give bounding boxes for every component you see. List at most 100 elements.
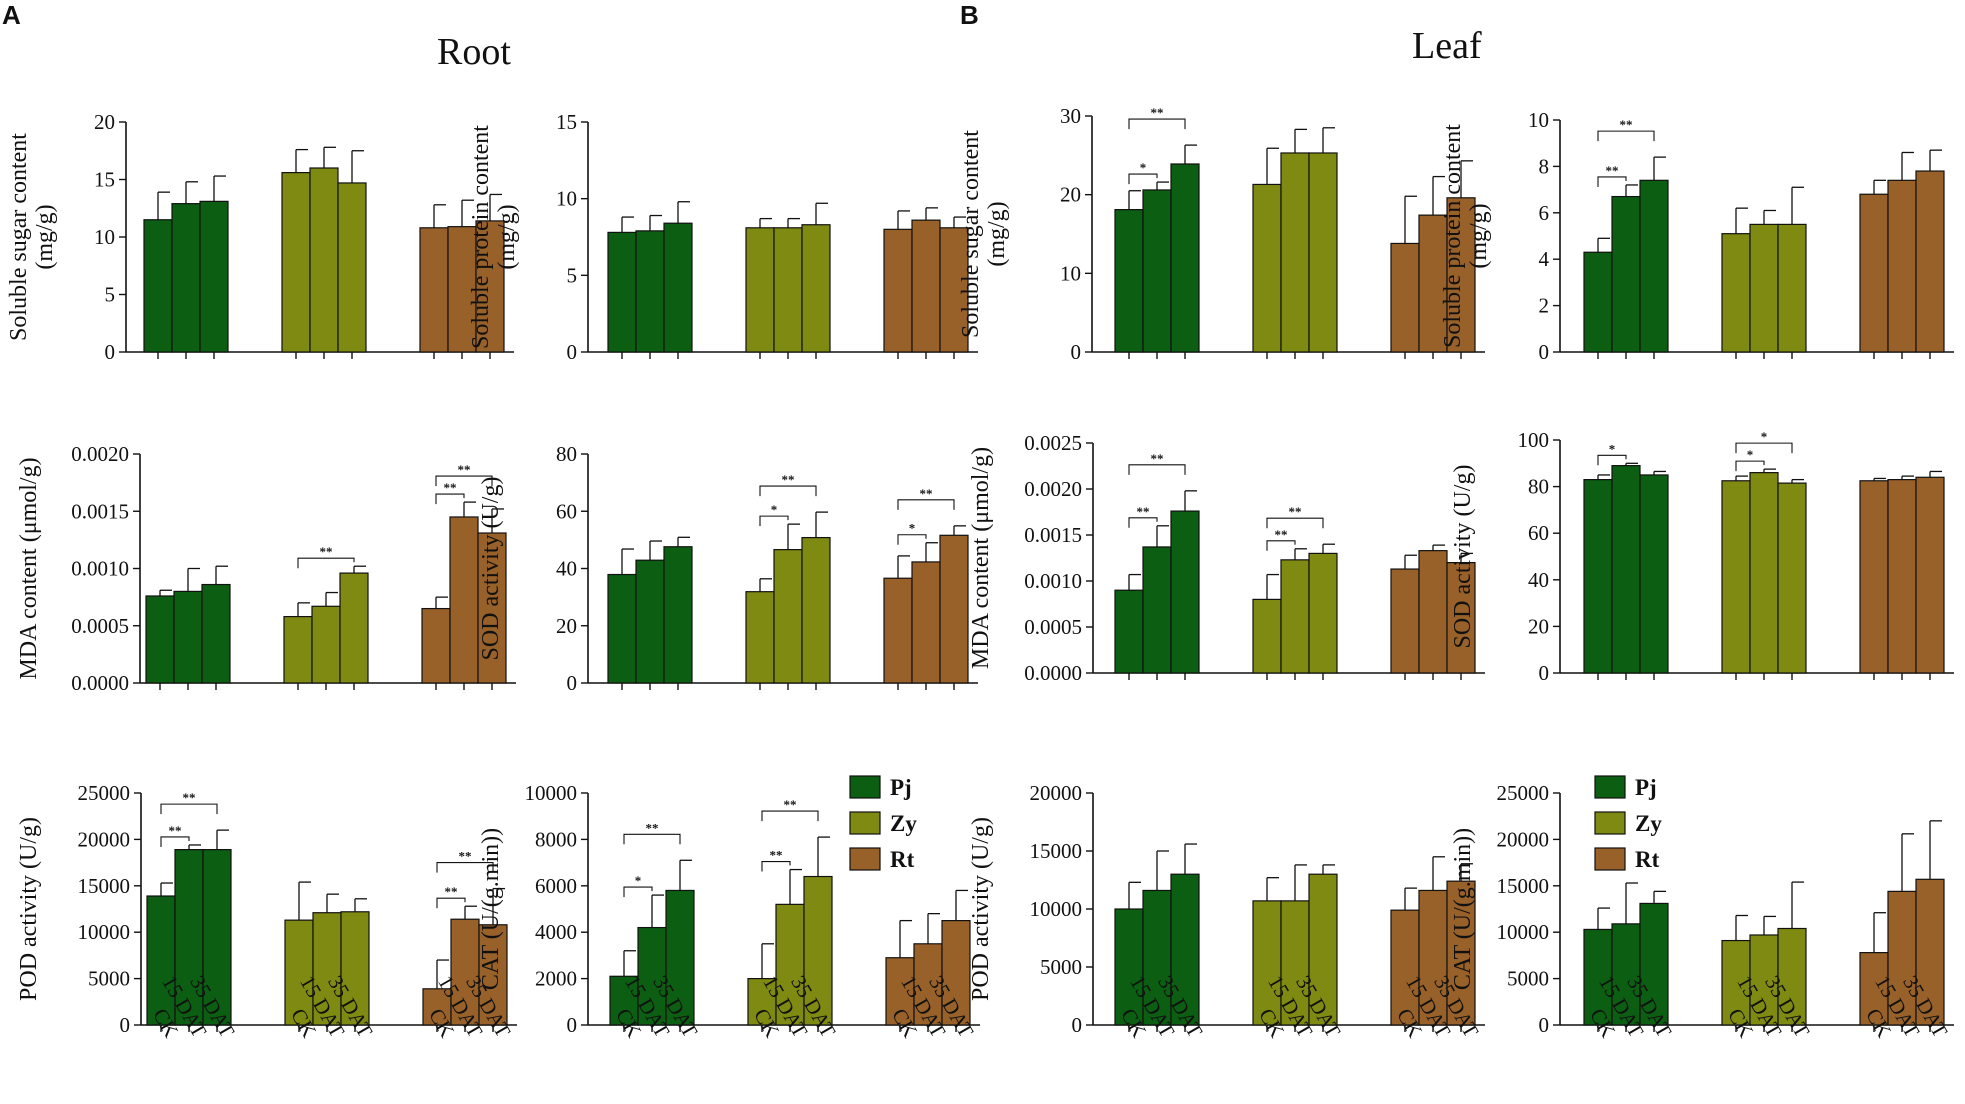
bar-Rt-1 (449, 516, 479, 684)
bar-Pj-2 (665, 889, 695, 1026)
y-tick-label: 10000 (525, 781, 578, 805)
y-tick-label: 5000 (1040, 955, 1082, 979)
bar-Zy-1 (309, 167, 339, 353)
bar-Zy-2 (1308, 152, 1338, 353)
bar-Rt-2 (941, 919, 971, 1026)
y-tick-label: 20 (1528, 614, 1549, 638)
bar-Rt-2 (478, 924, 508, 1026)
bar-Pj-2 (1170, 873, 1200, 1026)
y-tick-label: 0 (1072, 1013, 1083, 1037)
y-tick-label: 15000 (1497, 874, 1550, 898)
y-tick-label: 20000 (78, 827, 131, 851)
y-axis-label: Soluble protein content (468, 125, 494, 349)
significance-mark: ** (1151, 451, 1164, 466)
panel-b-letter: B (960, 0, 979, 30)
bar-Rt-1 (913, 943, 943, 1026)
y-tick-label: 0.0010 (1024, 569, 1082, 593)
bar-Rt-0 (422, 988, 452, 1026)
bar-Pj-2 (663, 222, 693, 353)
y-tick-label: 0 (1071, 340, 1082, 364)
significance-mark: * (1761, 429, 1768, 444)
significance-mark: ** (183, 790, 196, 805)
bar-Zy-2 (803, 875, 833, 1026)
bar-Zy-1 (1280, 559, 1310, 674)
y-tick-label: 0.0005 (71, 614, 129, 638)
y-axis-label: POD activity (U/g) (968, 817, 994, 1001)
significance-mark: ** (445, 884, 458, 899)
significance-bracket (435, 475, 493, 487)
root-section-title: Root (437, 31, 511, 73)
y-tick-label: 15000 (1030, 839, 1083, 863)
y-axis-label: Soluble sugar content (958, 130, 984, 338)
bar-Pj-1 (1611, 465, 1641, 674)
significance-mark: ** (770, 848, 783, 863)
y-tick-label: 0.0005 (1024, 615, 1082, 639)
y-tick-label: 100 (1518, 428, 1550, 452)
bar-Pj-2 (1639, 179, 1669, 353)
significance-bracket (1128, 173, 1158, 185)
significance-bracket (1735, 442, 1793, 454)
bar-Rt-1 (1418, 550, 1448, 674)
y-tick-label: 20000 (1497, 827, 1550, 851)
y-tick-label: 25000 (78, 781, 131, 805)
chart-root-protein: 0 5 10 15 Soluble protein content (mg/g) (468, 110, 978, 364)
y-tick-label: 40 (556, 557, 577, 581)
significance-mark: * (635, 873, 642, 888)
bar-Rt-0 (421, 607, 451, 684)
bar-Rt-0 (1390, 568, 1420, 674)
bar-Zy-2 (1308, 552, 1338, 674)
bar-Zy-2 (1308, 873, 1338, 1026)
bar-Rt-2 (1446, 561, 1476, 674)
significance-mark: ** (1289, 504, 1302, 519)
significance-bracket (759, 485, 817, 497)
bar-Pj-2 (199, 200, 229, 353)
significance-bracket (761, 810, 819, 822)
y-axis-label: MDA content (μmol/g) (968, 447, 994, 669)
y-tick-label: 0.0010 (71, 557, 129, 581)
significance-mark: * (1140, 160, 1147, 175)
bar-Zy-1 (773, 549, 803, 684)
chart-leaf-protein: 0 2 4 6 8 10 Soluble protein content (mg/g) ** ** (1440, 108, 1954, 364)
bar-Pj-1 (1142, 546, 1172, 674)
bar-Rt-2 (1915, 878, 1945, 1026)
legend-label-Zy: Zy (890, 811, 917, 836)
bar-Rt-2 (1915, 476, 1945, 674)
y-axis-label: (mg/g) (1466, 203, 1492, 268)
bar-Zy-2 (337, 182, 367, 353)
significance-mark: ** (1151, 105, 1164, 120)
y-tick-label: 10000 (1030, 897, 1083, 921)
y-tick-label: 15000 (78, 874, 131, 898)
y-tick-label: 0.0015 (71, 499, 129, 523)
bar-Pj-2 (1170, 163, 1200, 353)
bar-Pj-1 (1611, 195, 1641, 353)
y-tick-label: 5 (567, 263, 578, 287)
y-tick-label: 5 (105, 283, 116, 307)
y-axis-label: (mg/g) (984, 201, 1010, 266)
bar-Pj-1 (174, 849, 204, 1026)
bar-Zy-0 (1252, 598, 1282, 674)
y-tick-label: 5000 (88, 967, 130, 991)
bar-Zy-2 (1777, 927, 1807, 1026)
bar-Pj-1 (637, 926, 667, 1026)
bar-Zy-2 (801, 536, 831, 684)
legend-label-Pj: Pj (890, 775, 912, 800)
y-tick-label: 4 (1539, 247, 1550, 271)
bar-Pj-1 (171, 203, 201, 353)
y-tick-label: 20 (94, 110, 115, 134)
legend-swatch-Pj (1594, 775, 1626, 799)
bar-Zy-2 (340, 911, 370, 1026)
significance-bracket (761, 861, 791, 872)
bar-Zy-1 (1280, 152, 1310, 353)
bar-Pj-0 (1114, 209, 1144, 353)
significance-bracket (623, 833, 681, 845)
bar-Zy-1 (1749, 934, 1779, 1026)
y-tick-label: 10 (556, 187, 577, 211)
bar-Pj-0 (1583, 479, 1613, 674)
y-tick-label: 6000 (535, 874, 577, 898)
bar-Pj-1 (1611, 923, 1641, 1026)
y-tick-label: 0 (1539, 661, 1550, 685)
bar-Pj-2 (1639, 902, 1669, 1026)
significance-mark: ** (458, 462, 471, 477)
y-tick-label: 20 (556, 614, 577, 638)
